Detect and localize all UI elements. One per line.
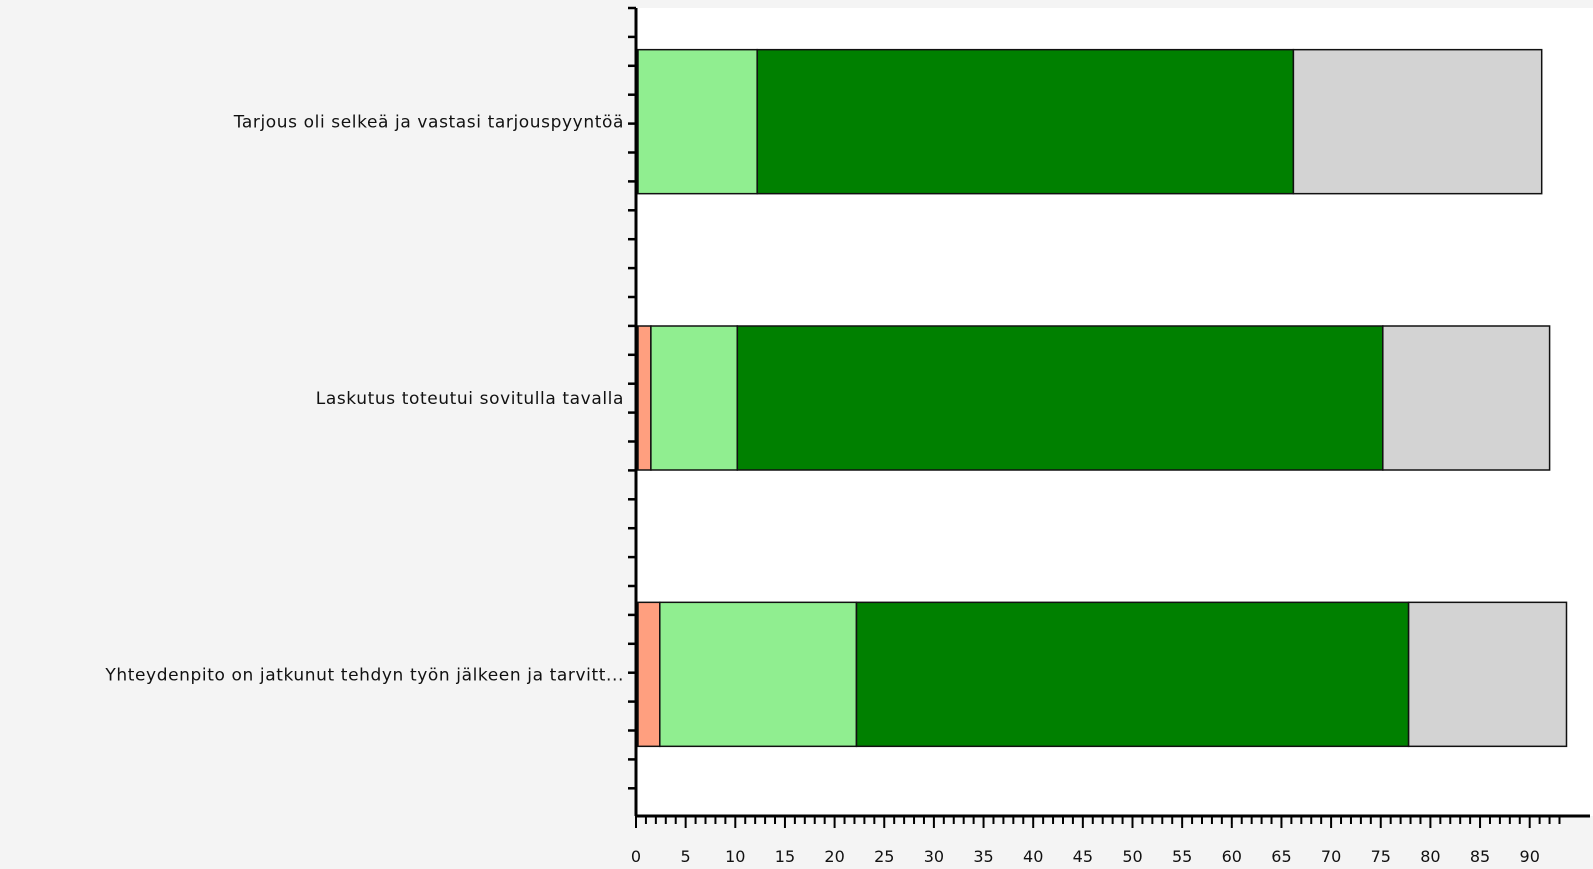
x-tick-label-60: 60 <box>1222 847 1242 866</box>
x-tick-label-75: 75 <box>1371 847 1391 866</box>
bar-segment-3-4 <box>1407 601 1568 748</box>
bars-group <box>637 48 1568 748</box>
x-tick-label-55: 55 <box>1172 847 1192 866</box>
bar-segment-1-4 <box>1292 48 1543 195</box>
x-tick-label-40: 40 <box>1023 847 1043 866</box>
x-tick-label-90: 90 <box>1520 847 1540 866</box>
x-tick-label-35: 35 <box>973 847 993 866</box>
x-tick-label-30: 30 <box>924 847 944 866</box>
bar-segment-3-1 <box>637 601 661 748</box>
x-axis: 0 5 10 15 20 25 30 35 40 45 50 55 60 65 70 75 80 85 90 <box>631 814 1590 866</box>
bar-segment-2-4 <box>1382 325 1551 471</box>
x-tick-label-70: 70 <box>1321 847 1341 866</box>
bar-segment-1-2 <box>637 48 758 195</box>
bar-segment-3-2 <box>659 601 858 748</box>
x-tick-label-15: 15 <box>775 847 795 866</box>
bar-segment-2-2 <box>650 325 739 471</box>
x-tick-label-5: 5 <box>681 847 691 866</box>
x-tick-label-10: 10 <box>725 847 745 866</box>
bar-segment-3-3 <box>855 601 1410 748</box>
x-tick-label-0: 0 <box>631 847 641 866</box>
category-labels: Tarjous oli selkeä ja vastasi tarjouspyy… <box>104 113 624 686</box>
bar-segment-1-3 <box>756 48 1295 195</box>
bar-segment-2-1 <box>637 325 652 471</box>
x-tick-label-45: 45 <box>1073 847 1093 866</box>
x-tick-label-85: 85 <box>1470 847 1490 866</box>
x-tick-label-25: 25 <box>874 847 894 866</box>
category-label-1: Tarjous oli selkeä ja vastasi tarjouspyy… <box>233 113 624 133</box>
x-tick-label-50: 50 <box>1122 847 1142 866</box>
x-tick-label-20: 20 <box>824 847 844 866</box>
x-tick-label-80: 80 <box>1420 847 1440 866</box>
bar-segment-2-3 <box>736 325 1384 471</box>
category-label-3: Yhteydenpito on jatkunut tehdyn työn jäl… <box>104 665 624 685</box>
category-label-2: Laskutus toteutui sovitulla tavalla <box>316 389 624 409</box>
y-axis <box>628 6 638 816</box>
x-tick-label-65: 65 <box>1271 847 1291 866</box>
